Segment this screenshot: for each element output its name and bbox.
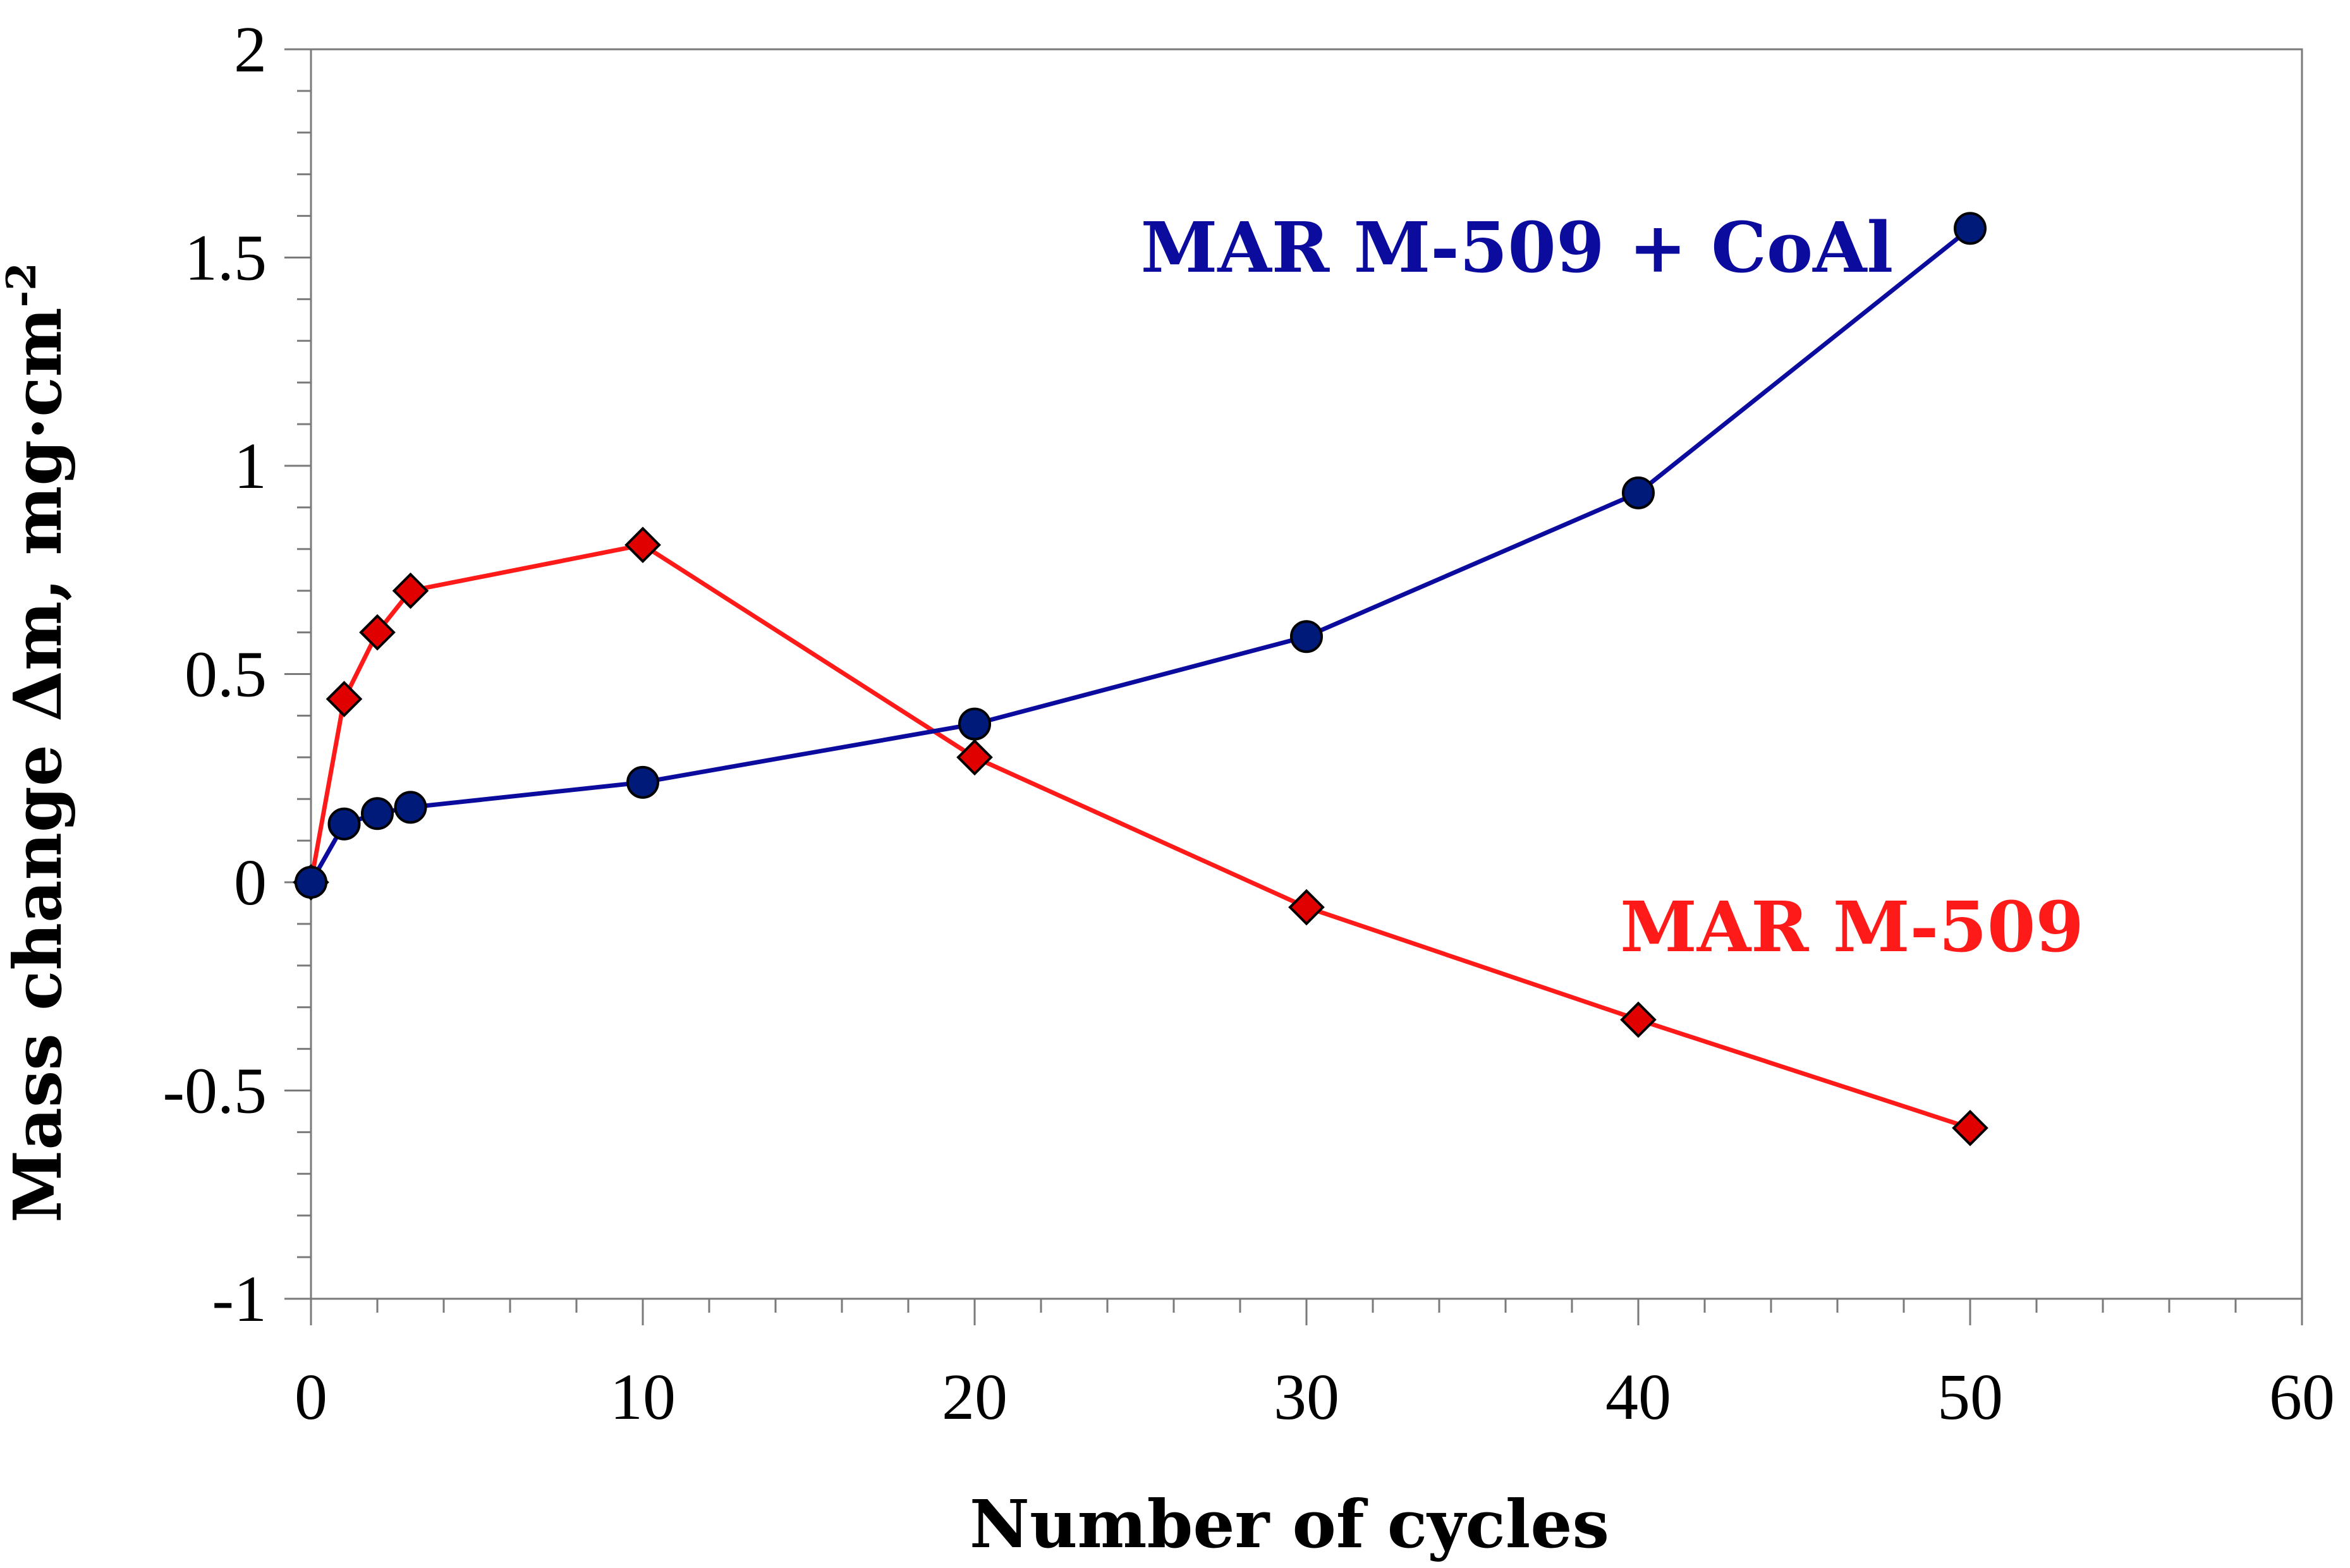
data-point-uncoated [1288,889,1325,926]
data-point-coated [1622,476,1655,509]
data-point-coated [361,797,394,830]
x-axis-title: Number of cycles [970,1485,1609,1563]
data-point-coated [295,866,327,899]
data-point-uncoated [1620,1001,1657,1038]
y-tick-label: 1 [234,430,267,502]
series-lines [308,226,1972,1131]
series-line-coated [308,226,1972,884]
data-point-uncoated [326,681,363,717]
data-point-uncoated [392,572,429,609]
x-tick-label: 50 [1937,1361,2003,1433]
y-tick-label: -0.5 [162,1055,267,1127]
x-tick-label: 60 [2269,1361,2335,1433]
data-point-coated [626,765,659,799]
data-point-coated [394,791,427,824]
x-tick-label: 30 [1274,1361,1339,1433]
series-line-uncoated [308,542,1971,1131]
y-tick-label: -1 [212,1263,267,1335]
x-tick-label: 20 [942,1361,1008,1433]
series-label-coated: MAR M-509 + CoAl [1141,207,1894,288]
x-tick-label: 0 [295,1361,327,1433]
data-point-coated [1290,620,1323,653]
data-point-uncoated [1952,1109,1988,1146]
y-axis-title-superscript: -2 [0,262,46,307]
y-tick-label: 0 [234,846,267,919]
x-tick-label: 10 [610,1361,676,1433]
data-point-uncoated [624,526,661,564]
series-markers [293,212,1988,1146]
y-axis-title: Mass change Δm, mg·cm-2 [0,262,76,1222]
y-tick-label: 0.5 [185,638,267,711]
y-tick-label: 2 [234,13,267,86]
x-tick-label: 40 [1605,1361,1671,1433]
major-ticks [284,48,2303,1325]
y-tick-labels: -1 -0.5 0 0.5 1 1.5 2 [162,13,267,1335]
data-point-uncoated [956,739,993,776]
series-label-uncoated: MAR M-509 [1620,886,2084,968]
y-tick-label: 1.5 [185,222,267,295]
x-tick-labels: 0 10 20 30 40 50 60 [295,1361,2335,1433]
data-point-coated [327,807,361,841]
y-axis-title-main: Mass change Δm, mg·cm [0,307,76,1222]
data-point-coated [1954,212,1987,245]
data-point-uncoated [359,614,396,651]
data-point-coated [958,707,991,741]
